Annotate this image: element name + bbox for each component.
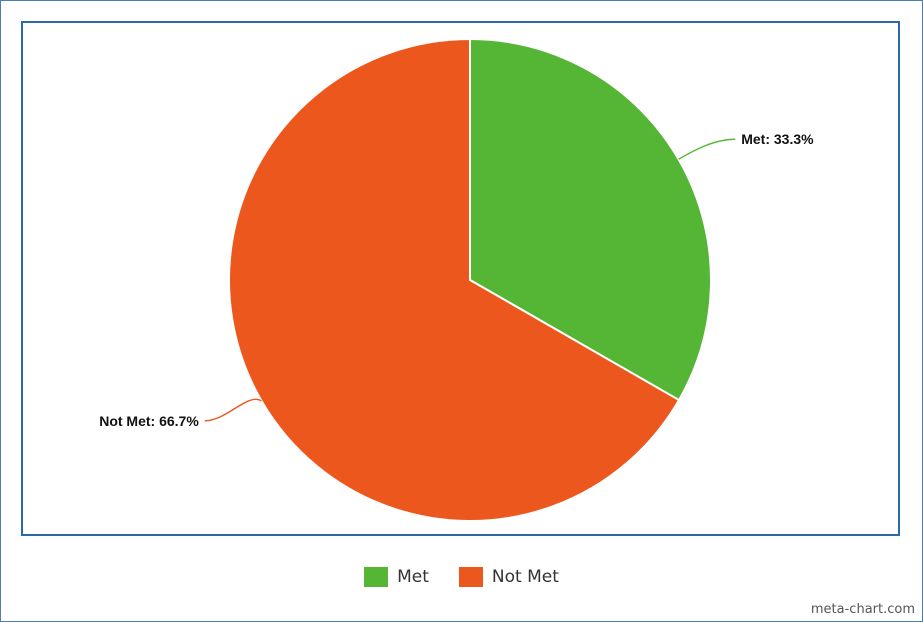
slice-label-met: Met: 33.3% — [741, 131, 814, 147]
label-connectors — [204, 138, 736, 422]
legend-item-met[interactable]: Met — [364, 567, 429, 587]
slice-label-not-met: Not Met: 66.7% — [99, 413, 199, 429]
legend-label-met: Met — [397, 567, 429, 587]
watermark: meta-chart.com — [810, 602, 915, 617]
legend-swatch-met — [364, 567, 389, 587]
pie-slice-not-met[interactable] — [228, 38, 680, 522]
pie-slice-met[interactable] — [469, 38, 712, 402]
legend-swatch-not-met — [458, 567, 483, 587]
connector-met — [678, 138, 736, 160]
connector-not-met — [204, 398, 262, 422]
legend-label-not-met: Not Met — [491, 567, 559, 587]
pie-slices — [228, 38, 712, 522]
slice-labels: Met: 33.3% Not Met: 66.7% — [99, 131, 814, 429]
legend: Met Not Met — [0, 565, 923, 589]
legend-item-not-met[interactable]: Not Met — [458, 567, 559, 587]
